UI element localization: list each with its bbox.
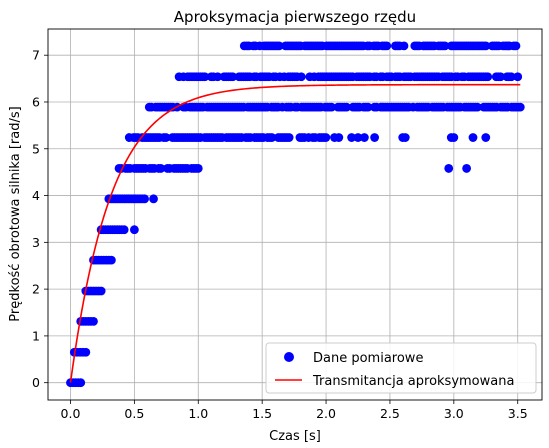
data-point (140, 194, 150, 204)
y-tick-label: 7 (32, 48, 40, 63)
x-axis-ticks: 0.0 0.5 1.0 1.5 2.0 2.5 3.0 3.5 (61, 400, 528, 421)
model-line-series (69, 83, 521, 383)
data-point (468, 133, 478, 142)
data-point (496, 72, 505, 82)
y-axis-ticks: 0 1 2 3 4 5 6 7 (32, 48, 48, 390)
data-point (444, 164, 454, 173)
data-point (193, 164, 203, 173)
x-tick-label: 1.5 (252, 406, 272, 421)
data-point (161, 133, 171, 142)
legend: Dane pomiarowe Transmitancja aproksymowa… (265, 342, 537, 394)
scatter-series (66, 41, 525, 388)
legend-label-measurements: Dane pomiarowe (313, 351, 423, 366)
data-point (81, 347, 91, 357)
legend-marker-measurements (284, 352, 294, 362)
y-tick-label: 4 (32, 188, 40, 203)
data-point (129, 225, 139, 235)
y-tick-label: 5 (32, 141, 40, 156)
chart-title: Aproksymacja pierwszego rzędu (174, 8, 416, 26)
data-point (440, 41, 450, 51)
data-point (359, 133, 369, 142)
data-point (481, 41, 491, 51)
data-point (239, 41, 249, 51)
data-point (274, 41, 284, 51)
data-point (321, 133, 331, 142)
data-point (213, 72, 223, 82)
data-point (370, 133, 380, 142)
data-point (89, 317, 98, 326)
data-point (506, 72, 516, 82)
y-tick-label: 6 (32, 94, 40, 109)
x-tick-label: 2.5 (380, 406, 400, 421)
y-tick-label: 3 (32, 235, 40, 250)
model-curve (69, 83, 521, 383)
data-point (327, 102, 336, 112)
data-point (156, 164, 166, 173)
y-axis-label: Prędkość obrotowa silnika [rad/s] (8, 106, 23, 321)
y-tick-label: 1 (32, 328, 40, 343)
data-point (76, 378, 86, 388)
data-point (149, 194, 158, 204)
data-point (96, 286, 106, 296)
data-point (119, 225, 129, 235)
data-point (363, 102, 373, 112)
data-point (399, 41, 409, 51)
y-tick-label: 0 (32, 375, 40, 390)
data-point (513, 72, 523, 82)
data-point (334, 133, 344, 142)
legend-box (265, 342, 537, 394)
data-point (200, 72, 210, 82)
data-point (400, 133, 410, 142)
y-tick-label: 2 (32, 282, 40, 297)
x-tick-label: 2.0 (316, 406, 336, 421)
data-point (449, 133, 459, 142)
grid (48, 29, 542, 400)
x-tick-label: 1.0 (188, 406, 208, 421)
data-point (228, 72, 238, 82)
data-point (462, 164, 472, 173)
x-axis-label: Czas [s] (269, 429, 321, 444)
legend-label-model: Transmitancja aproksymowana (312, 374, 514, 389)
x-tick-label: 3.0 (444, 406, 464, 421)
data-point (296, 72, 306, 82)
data-point (353, 133, 363, 142)
data-point (511, 41, 521, 51)
data-point (284, 133, 294, 142)
data-point (342, 102, 351, 112)
data-point (481, 133, 491, 142)
data-point (472, 102, 482, 112)
data-point (106, 255, 116, 265)
data-point (382, 41, 392, 51)
data-point (267, 133, 277, 142)
data-point (515, 102, 525, 112)
plot-frame (47, 28, 543, 401)
x-tick-label: 3.5 (508, 406, 528, 421)
x-tick-label: 0.5 (124, 406, 144, 421)
data-point (483, 72, 493, 82)
x-tick-label: 0.0 (61, 406, 81, 421)
data-point (347, 133, 357, 142)
